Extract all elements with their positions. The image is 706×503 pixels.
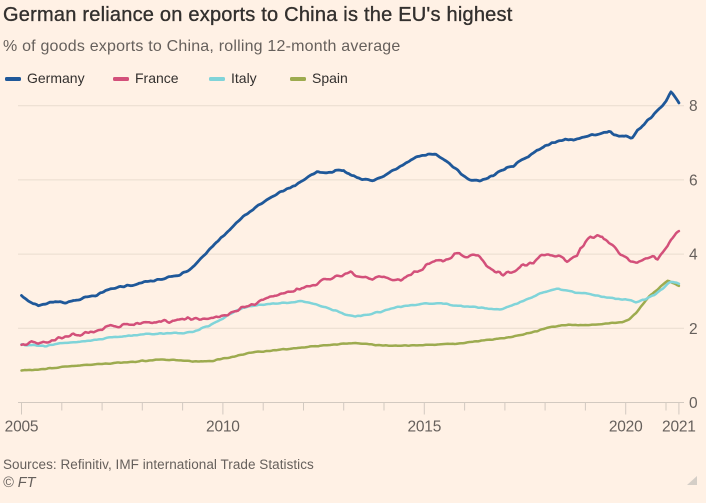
svg-text:2010: 2010 [206, 419, 240, 436]
svg-text:2: 2 [689, 321, 697, 338]
svg-text:2020: 2020 [609, 419, 643, 436]
svg-text:0: 0 [689, 395, 698, 412]
svg-text:2021: 2021 [662, 419, 696, 436]
svg-text:4: 4 [689, 247, 698, 264]
svg-text:6: 6 [689, 172, 697, 189]
svg-text:8: 8 [689, 98, 697, 115]
svg-text:2005: 2005 [5, 419, 39, 436]
svg-text:2015: 2015 [407, 419, 441, 436]
